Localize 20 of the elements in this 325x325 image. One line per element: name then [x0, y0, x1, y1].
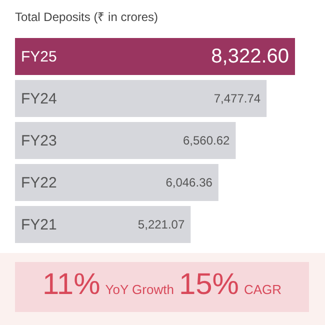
y-tick-label: FY25: [21, 48, 57, 66]
data-label: 6,560.62: [183, 134, 230, 148]
y-tick-label: FY21: [21, 216, 57, 234]
bar: [15, 122, 236, 159]
text: YoY Growth: [105, 282, 174, 297]
data-label: 7,477.74: [214, 91, 261, 106]
bar: [15, 80, 267, 117]
text: 11%: [42, 268, 100, 302]
y-tick-label: FY23: [21, 132, 57, 150]
data-label: 8,322.60: [211, 45, 289, 68]
chart-title: Total Deposits (₹ in crores): [15, 10, 158, 24]
y-tick-label: FY22: [21, 174, 57, 192]
text: 15%: [178, 268, 239, 302]
data-label: 5,221.07: [138, 218, 185, 232]
data-label: 6,046.36: [166, 176, 213, 190]
text: CAGR: [244, 282, 282, 297]
bar: [15, 38, 295, 75]
y-tick-label: FY24: [21, 90, 57, 108]
bar: [15, 164, 218, 201]
bar: [15, 206, 191, 243]
